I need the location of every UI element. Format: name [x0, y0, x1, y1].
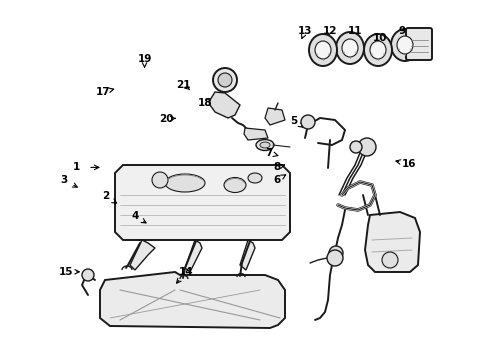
- Polygon shape: [244, 128, 268, 140]
- Text: 3: 3: [60, 175, 67, 185]
- Ellipse shape: [256, 139, 274, 150]
- Text: 17: 17: [96, 87, 110, 97]
- Text: 13: 13: [298, 26, 313, 36]
- Circle shape: [152, 172, 168, 188]
- Circle shape: [213, 68, 237, 92]
- Circle shape: [358, 138, 376, 156]
- Ellipse shape: [364, 34, 392, 66]
- Text: 8: 8: [273, 162, 280, 172]
- Ellipse shape: [370, 41, 386, 59]
- Text: 5: 5: [291, 116, 297, 126]
- Ellipse shape: [315, 41, 331, 59]
- Text: 9: 9: [398, 26, 405, 36]
- Text: 2: 2: [102, 191, 109, 201]
- Ellipse shape: [336, 32, 364, 64]
- Circle shape: [327, 250, 343, 266]
- Circle shape: [301, 115, 315, 129]
- Ellipse shape: [248, 173, 262, 183]
- Text: 15: 15: [59, 267, 74, 277]
- Text: 21: 21: [176, 80, 191, 90]
- Text: 11: 11: [348, 26, 363, 36]
- Ellipse shape: [391, 29, 419, 61]
- Ellipse shape: [260, 142, 270, 148]
- Polygon shape: [365, 212, 420, 272]
- Text: 10: 10: [372, 33, 387, 43]
- Ellipse shape: [224, 177, 246, 193]
- Ellipse shape: [309, 34, 337, 66]
- Text: 1: 1: [73, 162, 79, 172]
- Text: 16: 16: [402, 159, 416, 169]
- Polygon shape: [185, 240, 202, 272]
- Circle shape: [329, 246, 343, 260]
- FancyBboxPatch shape: [406, 28, 432, 60]
- Polygon shape: [130, 240, 155, 270]
- Text: 18: 18: [197, 98, 212, 108]
- Polygon shape: [265, 108, 285, 125]
- Text: 20: 20: [159, 114, 174, 124]
- Text: 6: 6: [273, 175, 280, 185]
- Polygon shape: [240, 240, 255, 270]
- Text: 19: 19: [137, 54, 152, 64]
- Circle shape: [82, 269, 94, 281]
- Polygon shape: [115, 165, 290, 240]
- Text: 4: 4: [131, 211, 139, 221]
- Polygon shape: [100, 272, 285, 328]
- Text: 12: 12: [322, 26, 337, 36]
- Ellipse shape: [397, 36, 413, 54]
- Ellipse shape: [342, 39, 358, 57]
- Text: 7: 7: [265, 148, 272, 158]
- Circle shape: [218, 73, 232, 87]
- Ellipse shape: [165, 174, 205, 192]
- Text: 14: 14: [179, 267, 194, 277]
- Polygon shape: [210, 92, 240, 118]
- Circle shape: [350, 141, 362, 153]
- Circle shape: [382, 252, 398, 268]
